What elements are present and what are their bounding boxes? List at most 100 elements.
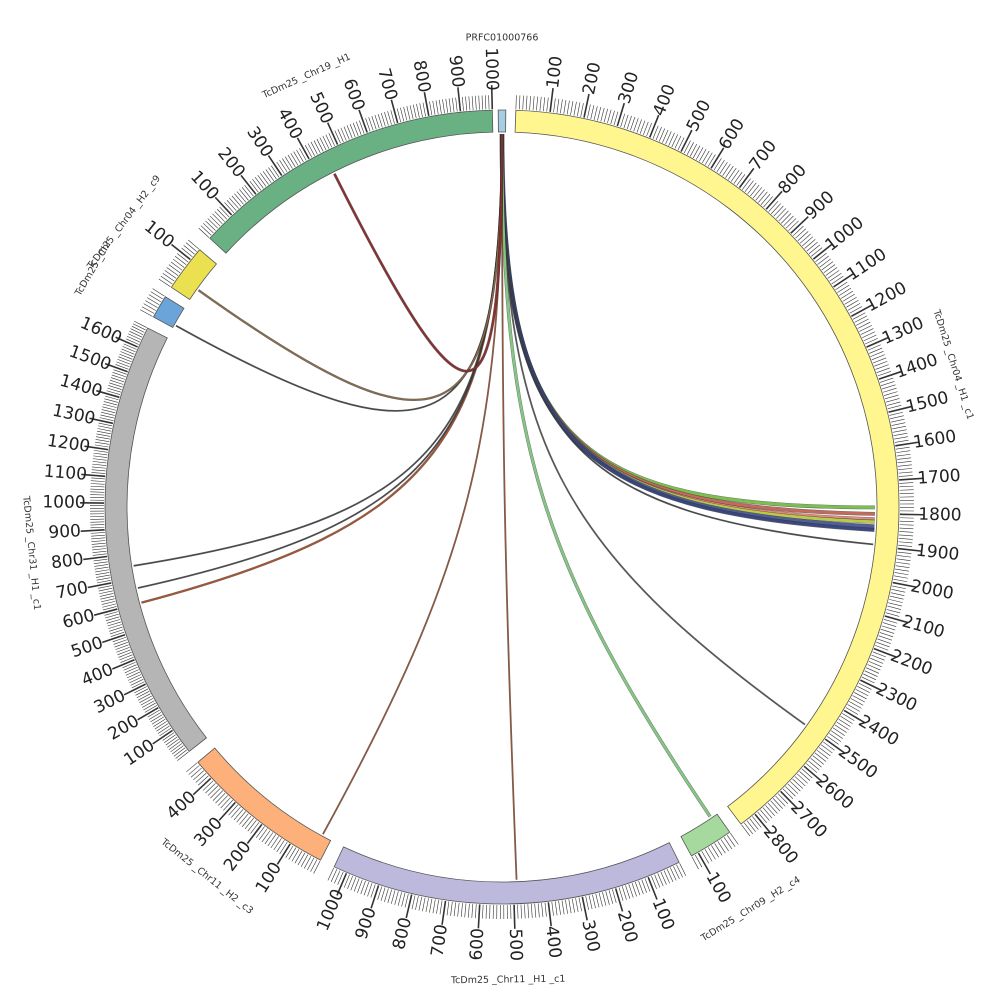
minor-tick	[806, 241, 818, 252]
minor-tick	[154, 721, 167, 730]
minor-tick	[898, 544, 913, 547]
minor-tick	[898, 538, 913, 540]
minor-tick	[636, 119, 642, 133]
minor-tick	[719, 161, 728, 175]
minor-tick	[452, 97, 455, 112]
minor-tick	[714, 843, 723, 856]
minor-tick	[725, 165, 734, 178]
segment-tcdm25_chr04_h1_c1[interactable]	[514, 109, 900, 825]
minor-tick	[755, 189, 765, 201]
minor-tick	[519, 95, 521, 110]
minor-tick	[134, 320, 147, 328]
minor-tick	[872, 357, 887, 364]
minor-tick	[367, 883, 373, 897]
major-tick	[152, 729, 174, 745]
minor-tick	[720, 839, 729, 852]
minor-tick	[94, 566, 109, 570]
tick-label: 900	[445, 54, 468, 88]
minor-tick	[767, 802, 778, 814]
minor-tick	[625, 885, 631, 899]
minor-tick	[241, 187, 252, 199]
minor-tick	[128, 333, 142, 340]
minor-tick	[894, 436, 909, 440]
minor-tick	[265, 169, 275, 182]
minor-tick	[156, 723, 169, 732]
minor-tick	[363, 881, 370, 896]
major-tick	[326, 122, 339, 145]
segment-tcdm25_chr11_h1_c1[interactable]	[333, 842, 680, 905]
minor-tick	[668, 132, 675, 146]
minor-tick	[750, 184, 760, 197]
minor-tick	[137, 693, 151, 701]
segment-prfc01000766[interactable]	[497, 109, 507, 133]
minor-tick	[896, 453, 911, 457]
segment-tcdm25_chr04_h2_c9[interactable]	[170, 249, 217, 301]
minor-tick	[102, 606, 117, 611]
minor-tick	[875, 645, 889, 651]
minor-tick	[397, 892, 402, 906]
minor-tick	[821, 261, 834, 271]
major-tick	[83, 555, 108, 561]
minor-tick	[394, 891, 399, 905]
segment-tcdm25_chrx_c[interactable]	[152, 296, 185, 329]
minor-tick	[250, 822, 260, 834]
minor-tick	[771, 203, 781, 215]
minor-tick	[448, 98, 452, 113]
segment-tcdm25_chr31_h1_c1[interactable]	[104, 327, 208, 752]
minor-tick	[439, 900, 443, 915]
chromosome-name-tcdm25_chr31_h1_c1: TcDm25 _Chr31 _H1 _c1	[20, 495, 42, 611]
minor-tick	[435, 100, 439, 115]
major-tick	[866, 336, 889, 348]
minor-tick	[884, 394, 899, 400]
major-tick	[888, 405, 913, 413]
major-tick	[390, 99, 399, 124]
minor-tick	[663, 870, 671, 884]
minor-tick	[673, 866, 680, 879]
minor-tick	[889, 595, 904, 600]
minor-tick	[887, 605, 902, 610]
minor-tick	[747, 182, 757, 195]
minor-tick	[90, 521, 105, 523]
minor-tick	[340, 127, 347, 141]
minor-tick	[330, 869, 338, 883]
major-tick	[457, 87, 462, 112]
minor-tick	[563, 99, 567, 114]
segment-tcdm25_chr19_h1[interactable]	[209, 109, 494, 254]
major-tick	[276, 843, 291, 865]
minor-tick	[453, 902, 457, 917]
minor-tick	[150, 291, 163, 300]
minor-tick	[92, 548, 107, 551]
minor-tick	[346, 125, 353, 139]
tick-label: 600	[715, 115, 749, 153]
minor-tick	[543, 97, 546, 112]
minor-tick	[821, 744, 833, 754]
minor-tick	[711, 845, 720, 858]
minor-tick	[717, 841, 726, 854]
minor-tick	[895, 568, 910, 572]
minor-tick	[723, 837, 733, 850]
minor-tick	[864, 337, 878, 345]
minor-tick	[151, 716, 165, 725]
minor-tick	[244, 817, 254, 830]
minor-tick	[247, 819, 257, 832]
minor-tick	[773, 205, 784, 217]
minor-tick	[801, 768, 813, 779]
minor-tick	[662, 129, 669, 143]
minor-tick	[857, 321, 871, 329]
minor-tick	[96, 577, 111, 581]
minor-tick	[287, 154, 296, 168]
minor-tick	[93, 450, 108, 453]
segment-tcdm25_chr11_h2_c3[interactable]	[197, 747, 332, 861]
segment-tcdm25_chr09_h2_c4[interactable]	[680, 813, 731, 857]
minor-tick	[728, 167, 737, 180]
major-tick	[833, 272, 855, 288]
minor-tick	[118, 652, 132, 658]
major-tick	[790, 216, 809, 234]
minor-tick	[96, 580, 111, 584]
major-tick	[647, 876, 658, 900]
minor-tick	[892, 425, 907, 430]
minor-tick	[215, 792, 226, 804]
minor-tick	[241, 815, 252, 827]
minor-tick	[98, 585, 112, 589]
major-tick	[581, 896, 588, 921]
